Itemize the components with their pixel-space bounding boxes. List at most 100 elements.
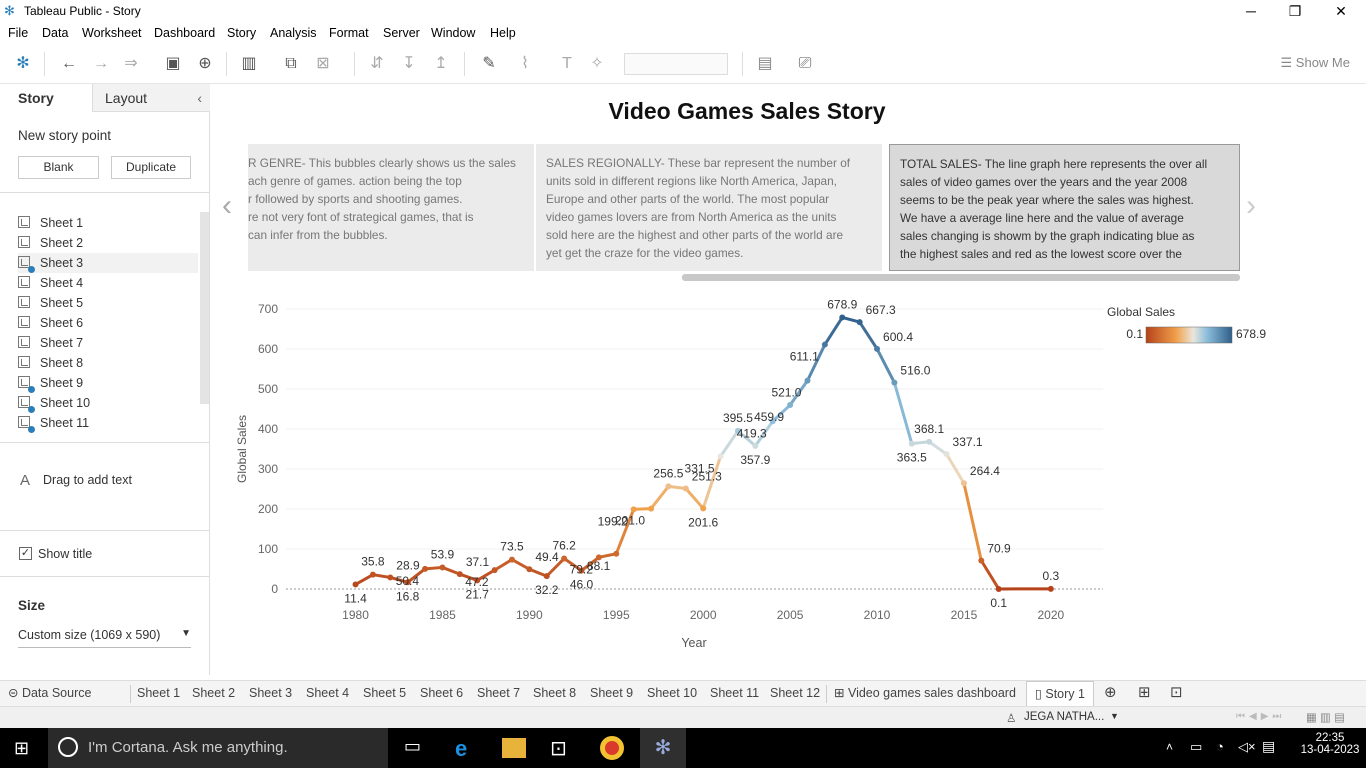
undo-icon[interactable]: ← — [61, 55, 77, 72]
sheet-item[interactable]: Sheet 3 — [18, 253, 198, 273]
wifi-icon[interactable]: ◔ — [1216, 739, 1224, 754]
menu-story[interactable]: Story — [227, 26, 257, 40]
store-icon[interactable]: ⊡ — [550, 738, 567, 760]
sheet-item[interactable]: Sheet 9 — [18, 373, 198, 393]
menu-window[interactable]: Window — [431, 26, 476, 40]
sheet-item[interactable]: Sheet 10 — [18, 393, 198, 413]
sort-desc-icon[interactable]: ↥ — [434, 55, 448, 72]
duplicate-sheet-icon[interactable]: ⧉ — [285, 55, 297, 72]
blank-button[interactable]: Blank — [18, 156, 99, 179]
pin-icon[interactable]: ✧ — [590, 55, 604, 72]
next-story-point-icon[interactable]: › — [1246, 189, 1256, 222]
show-me-icon: ☰ — [1280, 55, 1296, 70]
sheet-item[interactable]: Sheet 2 — [18, 233, 198, 253]
cards-icon[interactable]: ▤ — [757, 55, 773, 72]
restore-button[interactable]: ❐ — [1288, 3, 1302, 19]
cortana-search[interactable]: I'm Cortana. Ask me anything. — [48, 728, 388, 768]
clear-sheet-icon[interactable]: ⊠ — [316, 55, 330, 72]
story-points-scrollbar[interactable] — [682, 274, 1240, 281]
tab-sheet-5[interactable]: Sheet 5 — [363, 686, 407, 700]
tab-story[interactable]: Story — [0, 84, 92, 112]
new-worksheet-tab-icon[interactable]: ⊕ — [1104, 684, 1117, 701]
task-view-icon[interactable]: ▭ — [404, 736, 422, 756]
menu-data[interactable]: Data — [42, 26, 69, 40]
sheet-item[interactable]: Sheet 4 — [18, 273, 198, 293]
tab-sheet-4[interactable]: Sheet 4 — [306, 686, 350, 700]
sheet-item[interactable]: Sheet 1 — [18, 213, 198, 233]
sheet-used-icon — [18, 416, 35, 433]
minimize-button[interactable]: ─ — [1246, 3, 1256, 19]
new-datasource-icon[interactable]: ⊕ — [198, 55, 212, 72]
edge-icon[interactable]: e — [455, 736, 468, 761]
tab-sheet-6[interactable]: Sheet 6 — [420, 686, 464, 700]
tab-layout[interactable]: Layout ‹ — [92, 84, 210, 112]
collapse-icon[interactable]: ‹ — [197, 90, 202, 106]
story-point-genre[interactable]: R GENRE- This bubbles clearly shows us t… — [248, 144, 534, 271]
volume-icon[interactable]: ◁× — [1238, 739, 1256, 754]
sheet-item[interactable]: Sheet 7 — [18, 333, 198, 353]
title-bar: ✻ Tableau Public - Story ─ ❐ ✕ — [0, 0, 1366, 22]
duplicate-button[interactable]: Duplicate — [111, 156, 191, 179]
sheet-item[interactable]: Sheet 8 — [18, 353, 198, 373]
story-point-total-sales[interactable]: TOTAL SALES- The line graph here represe… — [889, 144, 1240, 271]
sort-asc-icon[interactable]: ↧ — [402, 55, 416, 72]
sheet-item[interactable]: Sheet 11 — [18, 413, 198, 433]
close-button[interactable]: ✕ — [1335, 3, 1347, 19]
size-dropdown[interactable]: Custom size (1069 x 590) ▼ — [18, 628, 191, 648]
highlight-icon[interactable]: ✎ — [482, 55, 496, 72]
windows-start-icon[interactable]: ⊞ — [14, 738, 30, 758]
menu-worksheet[interactable]: Worksheet — [82, 26, 142, 40]
replay-icon[interactable]: ⇒ — [124, 55, 138, 72]
tab-dashboard[interactable]: ⊞ Video games sales dashboard — [834, 681, 1016, 707]
battery-icon[interactable]: ▭ — [1190, 739, 1203, 754]
new-story-tab-icon[interactable]: ⊡ — [1170, 684, 1183, 701]
fit-dropdown[interactable] — [624, 53, 728, 75]
tab-sheet-7[interactable]: Sheet 7 — [477, 686, 521, 700]
tableau-taskbar-icon[interactable]: ✻ — [640, 728, 686, 768]
notifications-icon[interactable]: ▤ — [1262, 738, 1276, 754]
menu-file[interactable]: File — [8, 26, 29, 40]
text-label-icon[interactable]: T — [562, 55, 572, 72]
tableau-home-icon[interactable]: ✻ — [16, 55, 30, 72]
menu-help[interactable]: Help — [490, 26, 516, 40]
swap-icon[interactable]: ⇵ — [370, 55, 384, 72]
tab-sheet-12[interactable]: Sheet 12 — [770, 686, 821, 700]
sheets-scrollbar[interactable] — [200, 212, 209, 404]
data-point — [804, 377, 811, 384]
file-explorer-icon[interactable] — [502, 738, 526, 758]
user-name[interactable]: JEGA NATHA... — [1024, 711, 1105, 723]
new-dashboard-tab-icon[interactable]: ⊞ — [1138, 684, 1151, 701]
tab-sheet-9[interactable]: Sheet 9 — [590, 686, 634, 700]
menu-server[interactable]: Server — [383, 26, 420, 40]
grid-view-icon[interactable]: ▦ ▥ ▤ — [1306, 712, 1345, 724]
toolbar: ✻ ← → ⇒ ▣ ⊕ ▥ ⧉ ⊠ ⇵ ↧ ↥ ✎ ⌇ T ✧ ▤ ⎚ ☰ Sh… — [0, 44, 1366, 84]
chrome-icon[interactable] — [600, 736, 624, 760]
tab-sheet-8[interactable]: Sheet 8 — [533, 686, 577, 700]
tab-data-source[interactable]: ⊝ Data Source — [8, 681, 91, 707]
user-menu-chevron-icon[interactable]: ▼ — [1110, 711, 1119, 721]
tab-sheet-11[interactable]: Sheet 11 — [710, 686, 760, 700]
story-point-regional[interactable]: SALES REGIONALLY- These bar represent th… — [536, 144, 882, 271]
tab-sheet-3[interactable]: Sheet 3 — [249, 686, 293, 700]
show-title-checkbox[interactable]: ✓ — [19, 547, 32, 560]
tab-story-1[interactable]: ▯ Story 1 — [1026, 681, 1094, 707]
tab-sheet-2[interactable]: Sheet 2 — [192, 686, 236, 700]
save-icon[interactable]: ▣ — [165, 55, 181, 72]
sheet-nav-arrows-icon[interactable]: ⏮◀▶⏭ — [1236, 711, 1286, 722]
previous-story-point-icon[interactable]: ‹ — [222, 189, 232, 222]
clock[interactable]: 22:35 13-04-2023 — [1300, 732, 1360, 756]
show-me-button[interactable]: ☰ Show Me — [1281, 55, 1350, 71]
tab-sheet-10[interactable]: Sheet 10 — [647, 686, 698, 700]
menu-analysis[interactable]: Analysis — [270, 26, 317, 40]
new-worksheet-icon[interactable]: ▥ — [241, 55, 257, 72]
menu-dashboard[interactable]: Dashboard — [154, 26, 216, 40]
sheet-item[interactable]: Sheet 5 — [18, 293, 198, 313]
redo-icon[interactable]: → — [93, 55, 109, 72]
attach-icon[interactable]: ⌇ — [521, 55, 529, 72]
sheet-item[interactable]: Sheet 6 — [18, 313, 198, 333]
tab-sheet-1[interactable]: Sheet 1 — [137, 686, 181, 700]
presentation-icon[interactable]: ⎚ — [798, 55, 812, 72]
show-hidden-icons-icon[interactable]: ˄ — [1166, 740, 1174, 754]
menu-format[interactable]: Format — [329, 26, 369, 40]
drag-text-item[interactable]: Drag to add text — [43, 473, 132, 487]
